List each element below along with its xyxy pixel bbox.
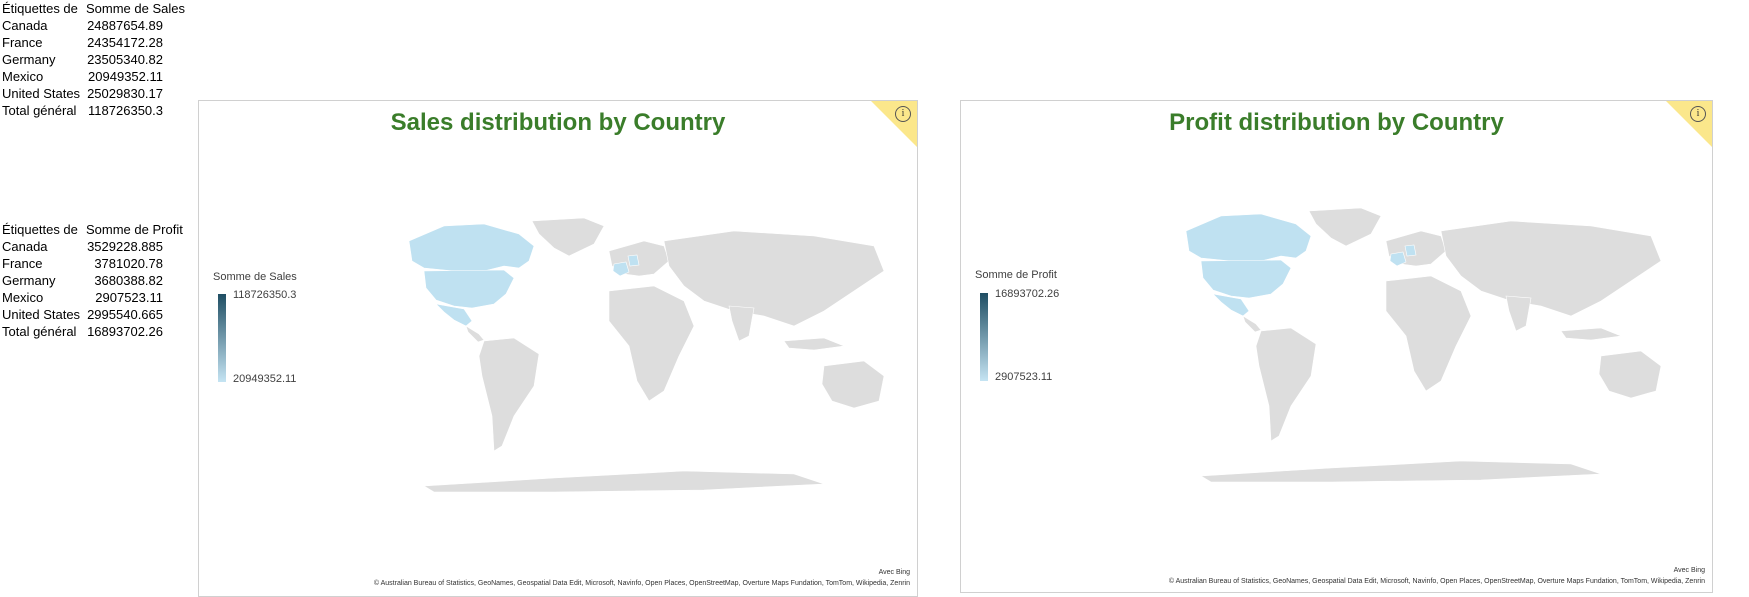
legend-min-value: 20949352.11	[233, 373, 297, 385]
pivot-row-label[interactable]: Canada	[2, 239, 48, 254]
pivot-row-value[interactable]: 23505340.82	[87, 52, 163, 67]
pivot-row-value[interactable]: 3680388.82	[94, 273, 163, 288]
pivot-row-label[interactable]: Germany	[2, 52, 56, 67]
legend-max-value: 118726350.3	[233, 289, 297, 301]
country-canada	[1185, 213, 1312, 262]
land-africa	[608, 285, 695, 402]
land-greenland	[1308, 207, 1382, 247]
land-south-america	[1255, 327, 1317, 442]
land-antarctica	[1200, 460, 1602, 483]
country-germany	[627, 254, 640, 267]
bing-credit: Avec Bing	[1673, 567, 1705, 574]
pivot-row-label[interactable]: Total général	[2, 324, 77, 339]
land-australia	[1598, 350, 1662, 399]
pivot-row-value[interactable]: 20949352.11	[88, 69, 163, 84]
pivot-row-value[interactable]: 16893702.26	[87, 324, 163, 339]
legend-title: Somme de Profit	[975, 269, 1057, 281]
legend-title: Somme de Sales	[213, 271, 297, 283]
land-indonesia	[1560, 327, 1623, 341]
pivot-row-label[interactable]: United States	[2, 307, 81, 322]
legend-color-scale	[980, 293, 988, 381]
world-map	[408, 217, 885, 493]
pivot-row-label[interactable]: United States	[2, 86, 81, 101]
land-india	[1505, 295, 1532, 332]
pivot-row-label[interactable]: Mexico	[2, 69, 44, 84]
country-usa	[1200, 259, 1292, 299]
pivot-header-value[interactable]: Somme de Sales	[86, 1, 185, 16]
pivot-row-value[interactable]: 3529228.885	[87, 239, 163, 254]
land-greenland	[531, 217, 605, 257]
legend-color-scale	[218, 294, 226, 382]
info-icon[interactable]: i	[895, 106, 911, 122]
legend-min-value: 2907523.11	[995, 371, 1053, 383]
pivot-row-value[interactable]: 2995540.665	[87, 307, 163, 322]
land-asia	[1440, 220, 1662, 317]
pivot-row-value[interactable]: 3781020.78	[94, 256, 163, 271]
pivot-row-label[interactable]: Total général	[2, 103, 77, 118]
map-attribution: © Australian Bureau of Statistics, GeoNa…	[373, 580, 910, 587]
legend-max-value: 16893702.26	[995, 288, 1060, 300]
land-australia	[821, 360, 885, 409]
profit-map-chart[interactable]: Profit distribution by Country i Somme d…	[960, 100, 1713, 593]
pivot-row-value[interactable]: 25029830.17	[87, 86, 163, 101]
pivot-row-value[interactable]: 2907523.11	[95, 290, 163, 305]
pivot-row-label[interactable]: Canada	[2, 18, 48, 33]
chart-title: Profit distribution by Country	[1169, 109, 1504, 136]
pivot-row-label[interactable]: France	[2, 35, 43, 50]
land-asia	[663, 230, 885, 327]
pivot-row-value[interactable]: 118726350.3	[88, 103, 163, 118]
land-antarctica	[423, 470, 825, 493]
country-france	[1389, 251, 1407, 267]
country-usa	[423, 269, 515, 309]
land-south-america	[478, 337, 540, 452]
info-corner[interactable]: i	[1666, 101, 1712, 147]
country-france	[612, 261, 630, 277]
pivot-header-label[interactable]: Étiquettes de	[2, 222, 78, 237]
land-indonesia	[783, 337, 846, 351]
land-india	[728, 305, 755, 342]
map-attribution: © Australian Bureau of Statistics, GeoNa…	[1168, 578, 1705, 585]
pivot-header-value[interactable]: Somme de Profit	[86, 222, 183, 237]
sales-map-chart[interactable]: Sales distribution by Country i	[198, 100, 918, 597]
land-central-america	[465, 325, 485, 343]
country-germany	[1404, 244, 1417, 257]
country-canada	[408, 223, 535, 272]
info-icon[interactable]: i	[1690, 106, 1706, 122]
land-africa	[1385, 275, 1472, 392]
info-corner[interactable]: i	[871, 101, 917, 147]
land-central-america	[1242, 315, 1262, 333]
pivot-row-label[interactable]: France	[2, 256, 43, 271]
pivot-row-label[interactable]: Mexico	[2, 290, 44, 305]
pivot-row-value[interactable]: 24887654.89	[87, 18, 163, 33]
world-map	[1185, 207, 1662, 483]
pivot-header-label[interactable]: Étiquettes de	[2, 1, 78, 16]
pivot-row-label[interactable]: Germany	[2, 273, 56, 288]
bing-credit: Avec Bing	[878, 569, 910, 576]
pivot-row-value[interactable]: 24354172.28	[87, 35, 163, 50]
chart-title: Sales distribution by Country	[390, 109, 726, 136]
